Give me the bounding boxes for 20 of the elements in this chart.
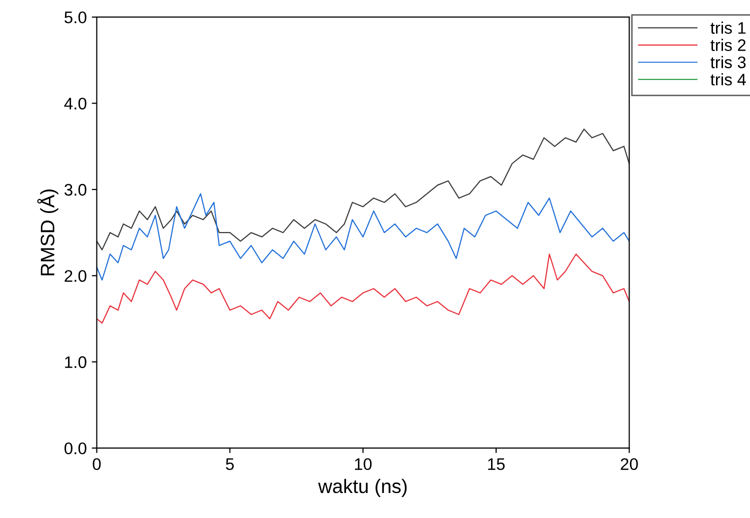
x-tick-label: 0 [92, 458, 101, 470]
legend-label: tris 1 [710, 22, 746, 34]
x-tick-label: 20 [620, 458, 638, 470]
legend-label: tris 3 [710, 56, 746, 68]
line-series [96, 193, 630, 281]
x-tick-label: 15 [488, 458, 505, 470]
x-tick-label: 5 [226, 458, 234, 470]
x-tick-label: 10 [355, 458, 372, 470]
y-tick-label: 4.0 [64, 98, 86, 110]
y-tick-label: 3.0 [64, 184, 86, 196]
line-series [96, 254, 630, 324]
y-tick-label: 1.0 [65, 356, 86, 368]
legend-label: tris 2 [710, 38, 746, 52]
y-axis-title: RMSD (Å) [37, 190, 58, 276]
y-tick-label: 5.0 [64, 11, 86, 24]
legend-label: tris 4 [710, 73, 746, 86]
y-tick-label: 0.0 [64, 442, 86, 454]
y-tick-label: 2.0 [64, 270, 86, 282]
x-axis-title: waktu (ns) [318, 478, 407, 497]
line-series [96, 128, 630, 250]
